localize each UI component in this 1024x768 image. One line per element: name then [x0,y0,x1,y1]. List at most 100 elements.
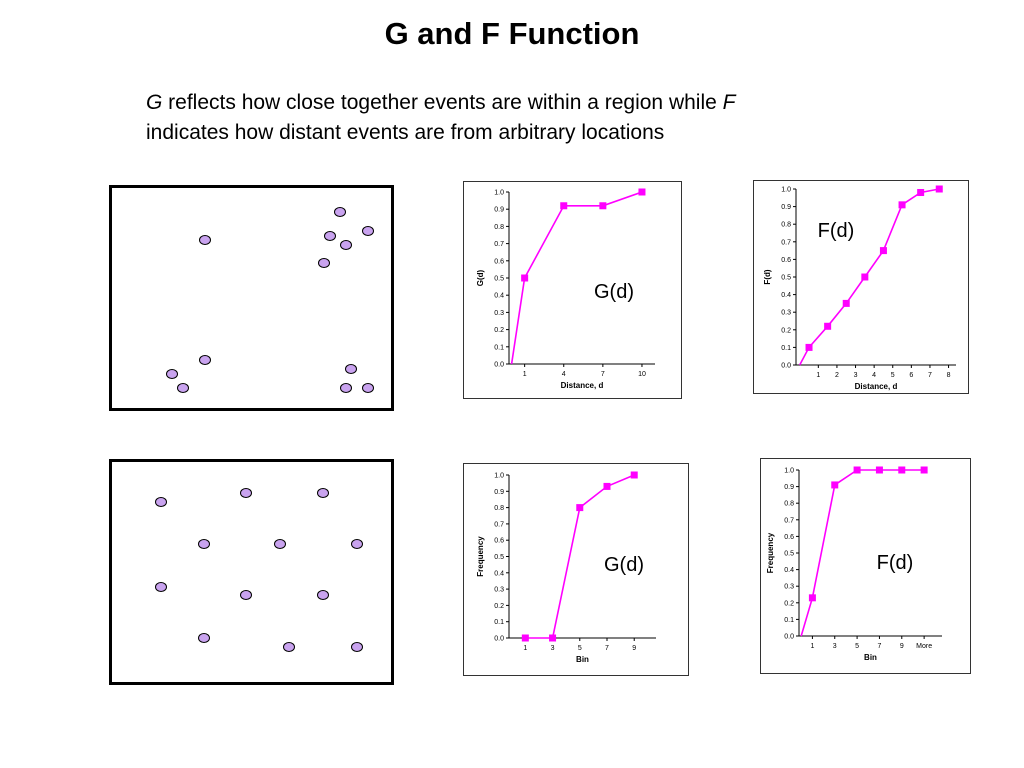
data-point [576,504,584,512]
y-tick-label: 0.0 [494,636,504,643]
y-tick-label: 0.4 [784,567,794,574]
y-tick-label: 0.0 [781,363,791,370]
y-tick-label: 0.1 [781,345,791,352]
chart-svg: 0.0 0.1 0.2 0.3 0.4 0.5 0.6 0.7 0.8 0.9 1.0 1 3 5 7 9 Mo… [766,466,942,662]
chart-overlay-label: F(d) [818,220,855,242]
data-point [935,185,943,193]
y-tick-label: 0.5 [781,275,791,282]
y-axis-title: Frequency [766,532,775,573]
x-tick-label: 7 [601,371,605,378]
event-point [317,488,329,498]
chart-f-regular: 0.0 0.1 0.2 0.3 0.4 0.5 0.6 0.7 0.8 0.9 1.0 1 3 5 7 9 Mo… [760,458,971,674]
chart-g-regular: 0.0 0.1 0.2 0.3 0.4 0.5 0.6 0.7 0.8 0.9 1.0 1 3 5 7 9 Bi… [463,463,689,676]
y-tick-label: 0.7 [784,517,794,524]
event-point [340,240,352,250]
data-point [898,466,906,474]
subtitle-text-2: indicates how distant events are from ar… [146,121,665,144]
y-tick-label: 0.4 [494,293,504,300]
y-tick-label: 0.6 [781,257,791,264]
x-tick-label: 1 [523,371,527,378]
y-tick-label: 0.5 [494,276,504,283]
event-point [334,207,346,217]
x-tick-label: 9 [632,645,636,652]
event-point [340,383,352,393]
data-point [917,189,925,197]
event-point [351,539,363,549]
y-tick-label: 1.0 [494,190,504,197]
event-point [155,582,167,592]
y-tick-label: 0.9 [784,484,794,491]
data-point [898,201,906,209]
event-point [177,383,189,393]
x-tick-label: 3 [551,645,555,652]
y-tick-label: 0.9 [494,207,504,214]
y-tick-label: 0.1 [494,344,504,351]
y-tick-label: 1.0 [784,468,794,475]
y-tick-label: 0.1 [494,619,504,626]
data-point [521,274,529,282]
clustered-pattern-box [109,185,394,411]
y-tick-label: 0.4 [494,570,504,577]
x-tick-label: 2 [835,372,839,379]
y-tick-label: 0.6 [784,534,794,541]
event-point [345,364,357,374]
data-point [560,202,568,210]
y-tick-label: 1.0 [781,187,791,194]
slide-title: G and F Function [384,16,640,51]
pattern-points [166,207,374,393]
y-tick-label: 0.2 [781,327,791,334]
y-tick-label: 0.8 [781,222,791,229]
event-point [351,642,363,652]
data-point [842,299,850,307]
clustered-pattern-svg [166,207,374,393]
x-tick-label: 1 [810,643,814,650]
y-tick-label: 0.7 [781,239,791,246]
y-axis-title: F(d) [763,269,772,284]
data-point [920,466,928,474]
y-tick-label: 0.3 [494,587,504,594]
x-tick-label: 7 [877,643,881,650]
subtitle-text-1: reflects how close together events are w… [162,91,723,114]
y-tick-label: 0.7 [494,521,504,528]
x-axis-title: Distance, d [855,382,898,391]
y-tick-label: 0.4 [781,292,791,299]
y-tick-label: 0.7 [494,241,504,248]
chart-svg: 0.0 0.1 0.2 0.3 0.4 0.5 0.6 0.7 0.8 0.9 1.0 1 4 7 10 Di… [476,188,655,390]
x-tick-label: 1 [523,645,527,652]
data-point [521,634,529,642]
y-tick-label: 0.6 [494,538,504,545]
event-point [317,590,329,600]
data-point [853,466,861,474]
y-tick-label: 0.5 [494,554,504,561]
event-point [283,642,295,652]
series-line [798,188,940,366]
event-point [274,539,286,549]
y-tick-label: 0.2 [494,327,504,334]
chart-g-clustered: 0.0 0.1 0.2 0.3 0.4 0.5 0.6 0.7 0.8 0.9 1.0 1 4 7 10 Di… [463,181,682,399]
y-tick-label: 0.8 [494,224,504,231]
event-point [155,497,167,507]
data-point [805,343,813,351]
x-tick-label: 8 [947,372,951,379]
subtitle-g-symbol: G [146,91,163,114]
x-axis-title: Bin [576,655,589,664]
y-tick-label: 0.9 [494,489,504,496]
event-point [324,231,336,241]
data-point [875,466,883,474]
event-point [362,383,374,393]
data-point [879,247,887,255]
x-tick-label: 7 [605,645,609,652]
subtitle-f-symbol: F [722,91,736,114]
x-tick-label: 3 [833,643,837,650]
x-tick-label: 6 [909,372,913,379]
x-tick-label: 9 [900,643,904,650]
x-tick-label: 5 [855,643,859,650]
event-point [240,590,252,600]
event-point [198,633,210,643]
data-point [630,471,638,479]
data-point [808,594,816,602]
x-tick-label: 1 [816,372,820,379]
data-point [831,481,839,489]
data-point [638,188,646,196]
data-point [599,202,607,210]
